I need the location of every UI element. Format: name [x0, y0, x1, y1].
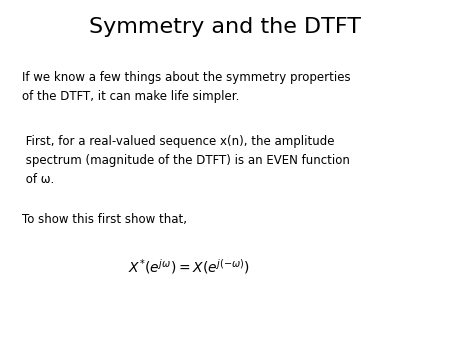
Text: $X^{*}\left(e^{j\omega}\right) = X\left(e^{j(-\omega)}\right)$: $X^{*}\left(e^{j\omega}\right) = X\left(… — [128, 257, 250, 276]
Text: If we know a few things about the symmetry properties
of the DTFT, it can make l: If we know a few things about the symmet… — [22, 71, 351, 103]
Text: Symmetry and the DTFT: Symmetry and the DTFT — [89, 17, 361, 37]
Text: To show this first show that,: To show this first show that, — [22, 213, 188, 226]
Text: First, for a real-valued sequence x(n), the amplitude
 spectrum (magnitude of th: First, for a real-valued sequence x(n), … — [22, 135, 351, 186]
